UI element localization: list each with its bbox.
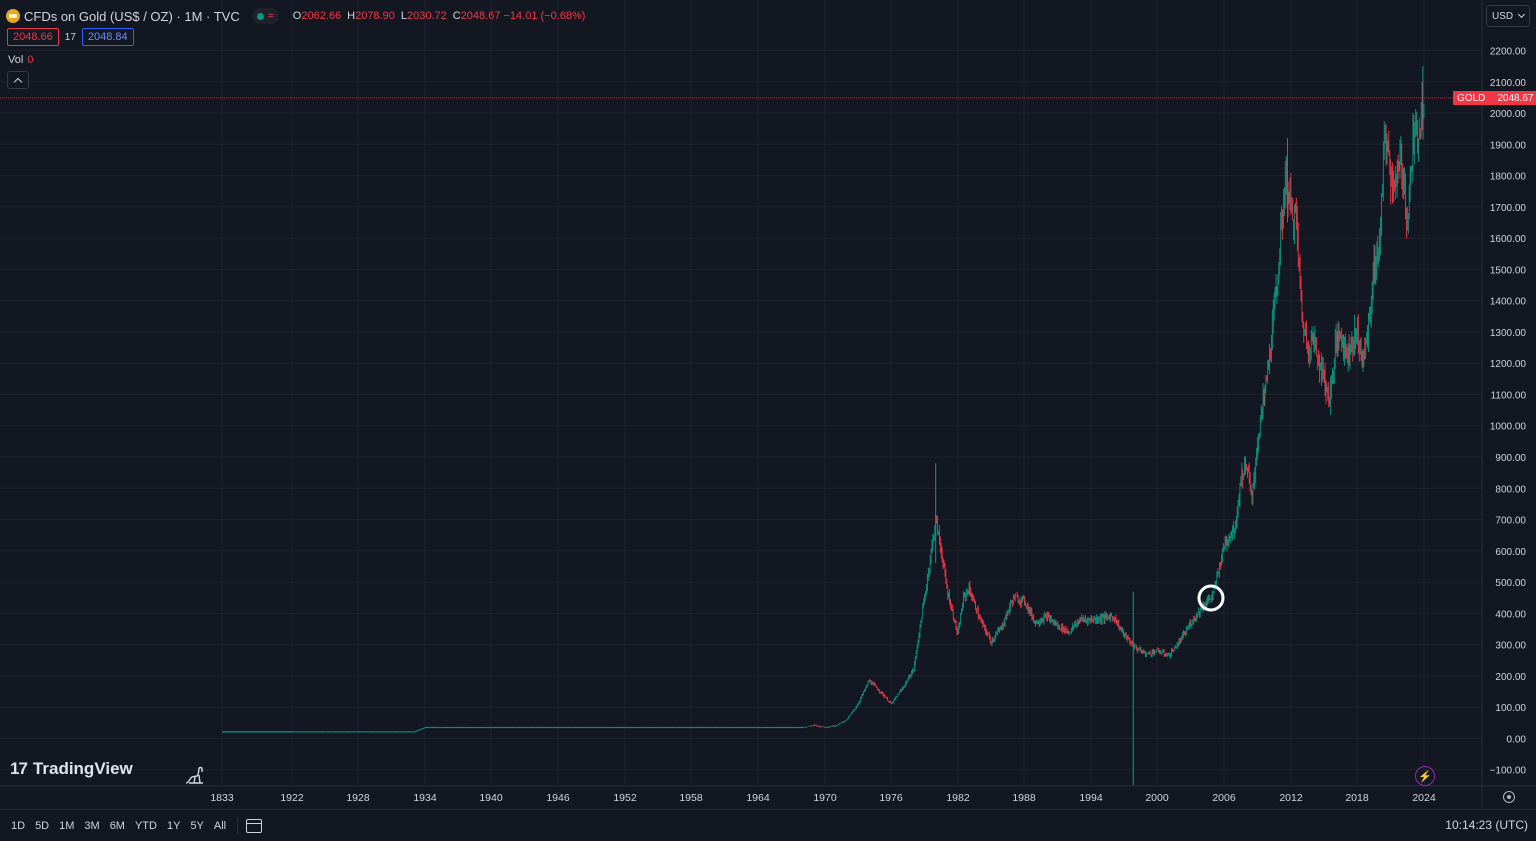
wave-icon: ≈: [267, 10, 274, 22]
ohlc-close-key: C: [452, 10, 461, 22]
range-button-1y[interactable]: 1Y: [166, 819, 181, 832]
price-tag-symbol: GOLD: [1457, 92, 1486, 104]
x-tick-label: 1958: [679, 792, 703, 804]
ohlc-high-value: 2078.90: [355, 10, 395, 22]
y-tick-label: 1600.00: [1490, 234, 1527, 245]
x-tick-label: 2024: [1412, 792, 1436, 804]
y-tick-label: 2100.00: [1490, 78, 1527, 89]
y-tick-label: 2000.00: [1490, 109, 1527, 120]
y-tick-label: 300.00: [1495, 641, 1526, 652]
range-button-6m[interactable]: 6M: [109, 819, 125, 832]
x-tick-label: 2018: [1345, 792, 1369, 804]
y-tick-label: 500.00: [1495, 578, 1526, 589]
market-status[interactable]: ≈: [251, 8, 279, 24]
x-tick-label: 1982: [946, 792, 970, 804]
volume-label: Vol: [8, 54, 24, 66]
bid-price-button[interactable]: 2048.66: [7, 28, 59, 46]
dinosaur-icon[interactable]: [183, 764, 207, 786]
x-tick-label: 1976: [879, 792, 903, 804]
chevron-up-icon: [13, 77, 23, 86]
y-tick-label: 200.00: [1495, 672, 1526, 683]
x-tick-label: 1964: [746, 792, 770, 804]
utc-clock[interactable]: 10:14:23 (UTC): [1445, 818, 1528, 832]
symbol-title[interactable]: CFDs on Gold (US$ / OZ) · 1M · TVC: [24, 8, 240, 24]
x-tick-label: 1934: [413, 792, 437, 804]
y-tick-label: 1100.00: [1491, 390, 1527, 401]
y-tick-label: 1800.00: [1490, 172, 1527, 183]
bottom-toolbar: 1D 5D 1M 3M 6M YTD 1Y 5Y All 10:14:23 (U…: [0, 809, 1536, 841]
x-tick-label: 2000: [1145, 792, 1169, 804]
ohlc-open-value: 2062.66: [301, 10, 342, 22]
range-button-5y[interactable]: 5Y: [190, 819, 204, 832]
range-button-5d[interactable]: 5D: [35, 819, 50, 832]
y-tick-label: 100.00: [1495, 703, 1526, 714]
x-tick-label: 2012: [1279, 792, 1303, 804]
y-tick-label: 400.00: [1495, 609, 1526, 620]
tradingview-logo-text: TradingView: [32, 759, 133, 778]
ohlc-low-value: 2030.72: [406, 10, 447, 22]
cursor-circle: [1197, 584, 1225, 612]
volume-legend: Vol 0: [8, 54, 33, 66]
y-tick-label: 0.00: [1507, 734, 1527, 745]
tradingview-logo-icon: 17: [10, 759, 28, 778]
x-tick-label: 1952: [613, 792, 637, 804]
x-tick-label: 1922: [280, 792, 304, 804]
range-buttons: 1D 5D 1M 3M 6M YTD 1Y 5Y All: [6, 817, 231, 835]
tradingview-logo[interactable]: 17 TradingView: [10, 759, 133, 779]
x-tick-label: 1940: [479, 792, 503, 804]
y-tick-label: 1900.00: [1490, 140, 1527, 151]
x-tick-label: 1928: [346, 792, 370, 804]
price-tag-value: 2048.67: [1497, 92, 1534, 104]
range-button-1m[interactable]: 1M: [59, 819, 75, 832]
x-tick-label: 2006: [1212, 792, 1236, 804]
y-tick-label: 600.00: [1495, 547, 1526, 558]
chart-header: CFDs on Gold (US$ / OZ) · 1M · TVC ≈ O20…: [6, 6, 585, 26]
y-tick-label: −100.00: [1490, 766, 1527, 777]
ohlc-low-key: L: [400, 10, 407, 22]
range-button-all[interactable]: All: [213, 819, 227, 832]
date-range-icon[interactable]: [246, 818, 263, 833]
lightning-icon[interactable]: ⚡: [1415, 766, 1435, 786]
ohlc-values: O2062.66 H2078.90 L2030.72 C2048.67 −14.…: [293, 10, 586, 22]
x-tick-label: 1946: [546, 792, 570, 804]
ohlc-high-key: H: [347, 10, 356, 22]
y-tick-label: 2200.00: [1490, 47, 1527, 58]
x-tick-label: 1988: [1012, 792, 1036, 804]
range-button-1d[interactable]: 1D: [11, 819, 26, 832]
y-tick-label: 900.00: [1495, 453, 1526, 464]
y-tick-label: 800.00: [1495, 484, 1526, 495]
settings-icon[interactable]: [1503, 791, 1515, 803]
y-tick-label: 1200.00: [1490, 359, 1527, 370]
y-tick-label: 700.00: [1495, 516, 1526, 527]
x-tick-label: 1970: [813, 792, 837, 804]
y-tick-label: 1500.00: [1490, 265, 1527, 276]
spread-value: 17: [64, 31, 76, 43]
collapse-legend-button[interactable]: [7, 71, 29, 89]
last-price-tag: GOLD 2048.67: [1453, 91, 1536, 105]
chevron-down-icon: [1518, 10, 1526, 19]
y-tick-label: 1700.00: [1490, 203, 1527, 214]
volume-value: 0: [27, 54, 34, 66]
ohlc-close-value: 2048.67 −14.01 (−0.68%): [460, 10, 586, 22]
gold-symbol-icon: [6, 9, 20, 23]
market-open-dot-icon: [256, 12, 264, 20]
ohlc-open-key: O: [292, 10, 302, 22]
toolbar-divider: [237, 816, 239, 835]
ask-price-button[interactable]: 2048.84: [81, 28, 134, 46]
y-tick-label: 1000.00: [1490, 422, 1527, 433]
x-tick-label: 1994: [1079, 792, 1103, 804]
y-tick-label: 1400.00: [1490, 297, 1527, 308]
x-tick-label: 1833: [210, 792, 234, 804]
range-button-ytd[interactable]: YTD: [134, 819, 157, 832]
price-chart[interactable]: 2200.002100.002000.001900.001800.001700.…: [0, 0, 1536, 808]
currency-label: USD: [1491, 10, 1514, 22]
currency-dropdown[interactable]: USD: [1486, 5, 1530, 27]
y-tick-label: 1300.00: [1490, 328, 1527, 339]
range-button-3m[interactable]: 3M: [84, 819, 100, 832]
bid-ask-row: 2048.66 17 2048.84: [7, 28, 134, 46]
